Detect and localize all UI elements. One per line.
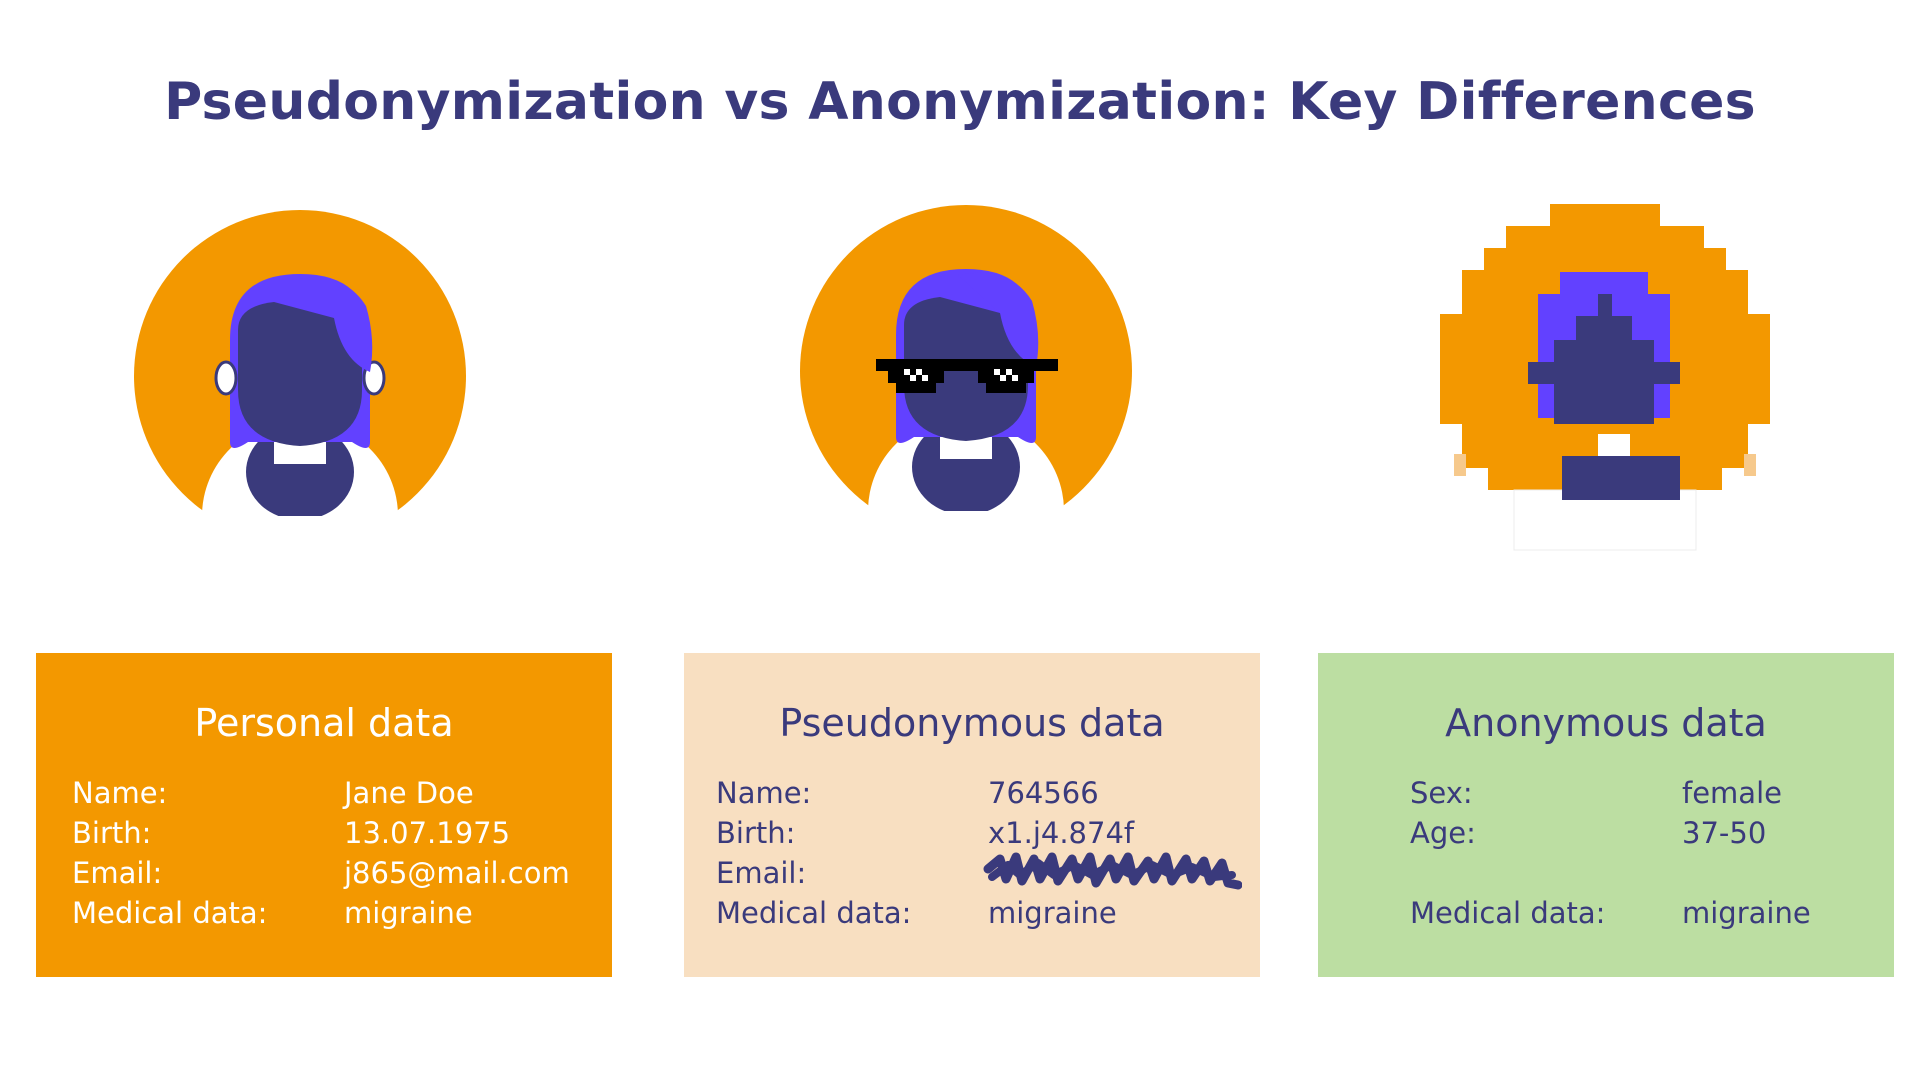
anonymous-avatar-icon [1440,204,1770,570]
row-value: 13.07.1975 [344,816,511,850]
row-value: 764566 [988,776,1099,810]
card-title: Personal data [194,701,454,745]
row-value: j865@mail.com [344,856,570,890]
pseudonymous-data-card: Pseudonymous data Name: 764566 Birth: x1… [684,653,1260,977]
row-value: migraine [988,896,1117,930]
pixel-sunglasses-icon [876,359,1058,393]
row-value: female [1682,776,1782,810]
pseudonymous-avatar-icon [800,205,1132,511]
row-value: Jane Doe [344,776,474,810]
card-title: Anonymous data [1445,701,1767,745]
row-label: Email: [72,856,163,890]
anonymous-data-card: Anonymous data Sex: female Age: 37-50 Me… [1318,653,1894,977]
page-title: Pseudonymization vs Anonymization: Key D… [164,72,1756,132]
row-value: migraine [344,896,473,930]
row-label: Name: [716,776,812,810]
row-label: Sex: [1410,776,1473,810]
row-label: Birth: [72,816,152,850]
row-label: Medical data: [1410,896,1606,930]
personal-avatar-icon [134,210,466,516]
row-label: Birth: [716,816,796,850]
row-label: Email: [716,856,807,890]
row-label: Medical data: [716,896,912,930]
row-label: Medical data: [72,896,268,930]
personal-data-card: Personal data Name: Jane Doe Birth: 13.0… [36,653,612,977]
row-value: 37-50 [1682,816,1767,850]
row-value: migraine [1682,896,1811,930]
row-value: x1.j4.874f [988,816,1135,850]
row-label: Name: [72,776,168,810]
row-label: Age: [1410,816,1476,850]
card-title: Pseudonymous data [779,701,1165,745]
